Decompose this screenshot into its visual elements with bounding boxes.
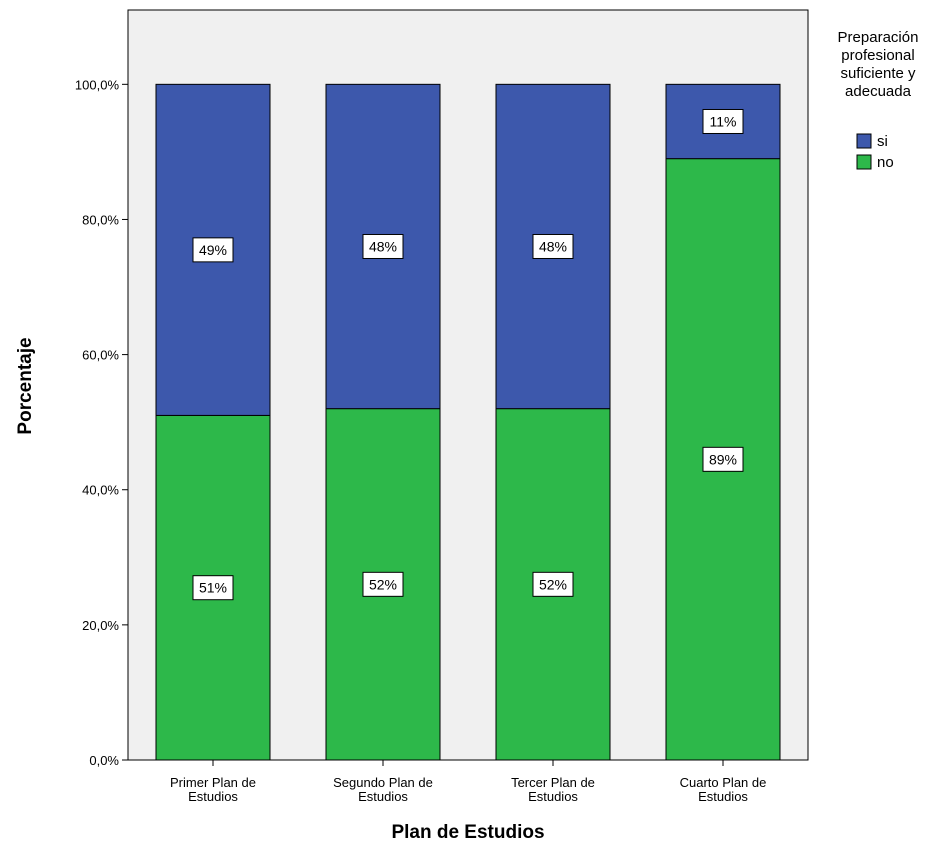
x-tick-label: Primer Plan de	[170, 775, 256, 790]
data-label-box	[702, 108, 744, 134]
data-label-box	[362, 571, 404, 597]
data-label-box	[192, 575, 234, 601]
data-label: 52%	[369, 576, 397, 592]
data-label-box	[702, 446, 744, 472]
x-tick-label: Estudios	[188, 789, 238, 804]
legend-title: suficiente y	[840, 65, 916, 82]
data-label: 48%	[539, 238, 567, 254]
y-tick-label: 20,0%	[82, 618, 119, 633]
data-label: 52%	[539, 576, 567, 592]
x-tick-label: Tercer Plan de	[511, 775, 595, 790]
data-label: 48%	[369, 238, 397, 254]
y-tick-label: 0,0%	[89, 753, 119, 768]
y-tick-label: 80,0%	[82, 212, 119, 227]
legend-title: profesional	[841, 47, 914, 64]
y-axis: 0,0% 20,0% 40,0% 60,0% 80,0% 100,0%	[75, 77, 128, 768]
legend-label-si: si	[877, 133, 888, 150]
y-tick-label: 100,0%	[75, 77, 120, 92]
legend-swatch-no	[856, 154, 872, 170]
bars-layer	[155, 83, 781, 761]
data-label-box	[532, 571, 574, 597]
x-tick-label: Cuarto Plan de	[680, 775, 767, 790]
legend-swatch-si	[856, 133, 872, 149]
y-tick-label: 60,0%	[82, 348, 119, 363]
x-tick-label: Estudios	[698, 789, 748, 804]
data-label: 51%	[199, 580, 227, 596]
data-label: 11%	[710, 113, 737, 129]
x-tick-label: Estudios	[528, 789, 578, 804]
data-label-box	[192, 237, 234, 263]
data-label: 89%	[709, 451, 737, 467]
legend-title: adecuada	[845, 83, 912, 100]
legend-title: Preparación	[838, 29, 919, 46]
legend-label-no: no	[877, 154, 894, 171]
x-tick-label: Estudios	[358, 789, 408, 804]
data-labels-layer: 51% 49% 52% 48% 52% 48% 89% 11%	[192, 108, 744, 601]
data-label-box	[532, 233, 574, 259]
x-tick-label: Segundo Plan de	[333, 775, 433, 790]
data-label-box	[362, 233, 404, 259]
data-label: 49%	[199, 242, 227, 258]
y-axis-title: Porcentaje	[15, 337, 36, 434]
x-axis-title: Plan de Estudios	[391, 822, 544, 843]
y-tick-label: 40,0%	[82, 483, 119, 498]
